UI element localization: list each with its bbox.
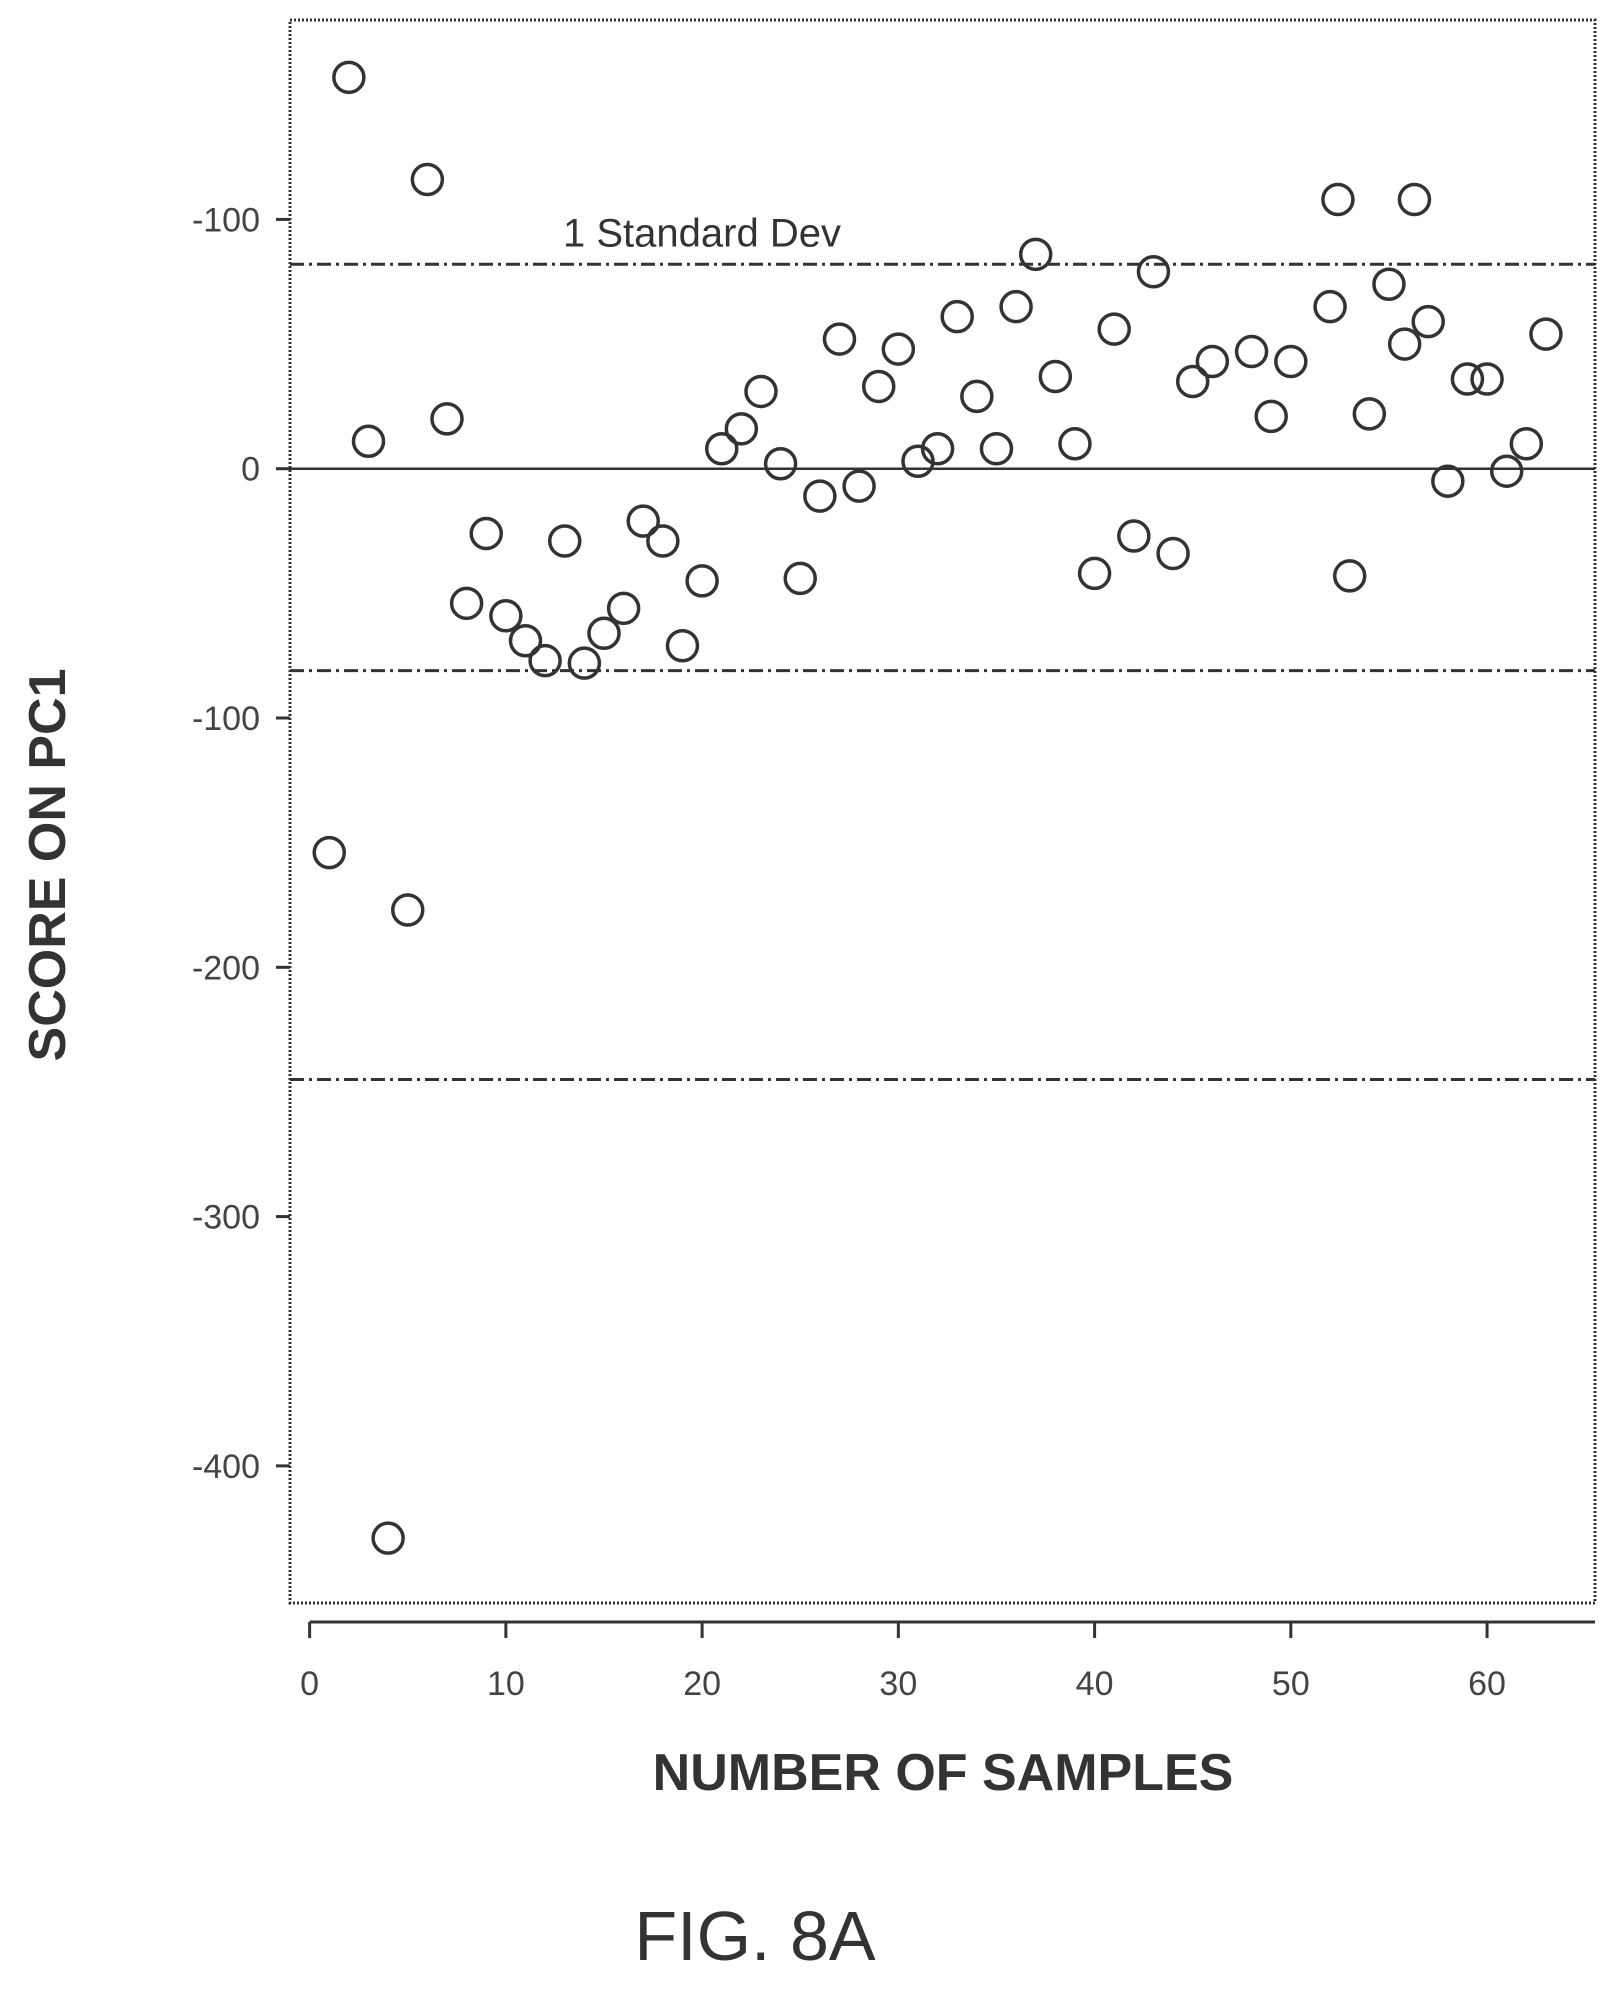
- data-point: [1077, 556, 1112, 591]
- data-point: [1352, 397, 1387, 431]
- y-tick-label: -200: [192, 949, 260, 987]
- data-point: [1274, 344, 1308, 379]
- data-point: [822, 322, 857, 356]
- y-axis: -100 0 -100 -200 -300 -400: [192, 201, 290, 1486]
- data-point: [920, 432, 955, 466]
- data-point: [1529, 317, 1563, 351]
- x-tick-label: 20: [683, 1665, 721, 1703]
- plot-frame: [288, 18, 1597, 1605]
- data-point: [744, 374, 778, 409]
- data-point: [979, 432, 1014, 466]
- data-point: [960, 379, 994, 414]
- x-tick-label: 10: [487, 1665, 525, 1703]
- y-tick-label: -400: [192, 1448, 260, 1486]
- data-point: [312, 835, 346, 870]
- y-tick-label: -100: [192, 201, 260, 239]
- data-point: [881, 332, 916, 366]
- data-point: [783, 561, 817, 596]
- reference-line-label: 1 Standard Dev: [563, 211, 841, 255]
- x-tick-label: 60: [1468, 1665, 1506, 1703]
- data-point: [1509, 427, 1544, 461]
- data-point: [489, 599, 523, 633]
- x-tick-label: 50: [1272, 1665, 1310, 1703]
- data-points: [312, 60, 1563, 1555]
- data-point: [1450, 362, 1485, 396]
- data-point: [685, 564, 719, 598]
- data-point: [1156, 536, 1190, 571]
- data-point: [1254, 399, 1288, 434]
- data-point: [861, 369, 896, 404]
- data-point: [999, 289, 1033, 324]
- data-point: [665, 628, 700, 663]
- data-point: [430, 402, 464, 436]
- data-point: [1136, 255, 1171, 289]
- y-axis-title: SCORE ON PC1: [19, 669, 77, 1062]
- data-point: [1321, 182, 1355, 217]
- data-point: [940, 299, 974, 334]
- data-point: [567, 646, 602, 680]
- x-axis: 0 10 20 30 40 50 60: [300, 1620, 1595, 1703]
- data-point: [351, 424, 386, 459]
- data-point: [1195, 344, 1230, 379]
- x-tick-label: 0: [300, 1665, 319, 1703]
- data-point: [528, 643, 562, 678]
- data-point: [1018, 237, 1053, 272]
- data-point: [842, 469, 876, 503]
- data-point: [626, 504, 660, 538]
- y-tick-label: -100: [192, 700, 260, 738]
- data-point: [390, 893, 425, 927]
- data-point: [1234, 334, 1269, 369]
- data-point: [371, 1521, 405, 1555]
- y-tick-label: 0: [241, 451, 260, 489]
- x-axis-title: NUMBER OF SAMPLES: [653, 1744, 1234, 1802]
- x-tick-label: 40: [1076, 1665, 1114, 1703]
- data-point: [1058, 427, 1092, 461]
- data-point: [332, 60, 366, 95]
- data-point: [449, 586, 484, 621]
- data-point: [646, 524, 680, 558]
- data-point: [606, 591, 641, 626]
- data-point: [1175, 364, 1210, 399]
- data-point: [1411, 304, 1445, 339]
- data-point: [1038, 359, 1073, 394]
- data-point: [469, 516, 503, 551]
- data-point: [763, 446, 798, 481]
- data-point: [1489, 454, 1524, 488]
- data-point: [1117, 519, 1151, 553]
- reference-lines: [290, 262, 1595, 1081]
- data-point: [508, 623, 543, 658]
- x-tick-label: 30: [879, 1665, 917, 1703]
- data-point: [1097, 312, 1131, 346]
- data-point: [410, 162, 445, 197]
- data-point: [1387, 327, 1422, 361]
- data-point: [587, 616, 621, 651]
- figure-caption: FIG. 8A: [634, 1897, 875, 1975]
- data-point: [547, 524, 582, 558]
- data-point: [724, 412, 759, 446]
- data-point: [1332, 559, 1367, 593]
- data-point: [1313, 289, 1347, 324]
- data-point: [803, 479, 837, 513]
- data-point: [1470, 362, 1504, 396]
- data-point: [1431, 464, 1465, 498]
- data-point: [704, 432, 739, 466]
- annotations: 1 Standard Dev: [563, 211, 841, 255]
- data-point: [1372, 267, 1406, 301]
- data-point: [1397, 182, 1432, 217]
- y-tick-label: -300: [192, 1199, 260, 1237]
